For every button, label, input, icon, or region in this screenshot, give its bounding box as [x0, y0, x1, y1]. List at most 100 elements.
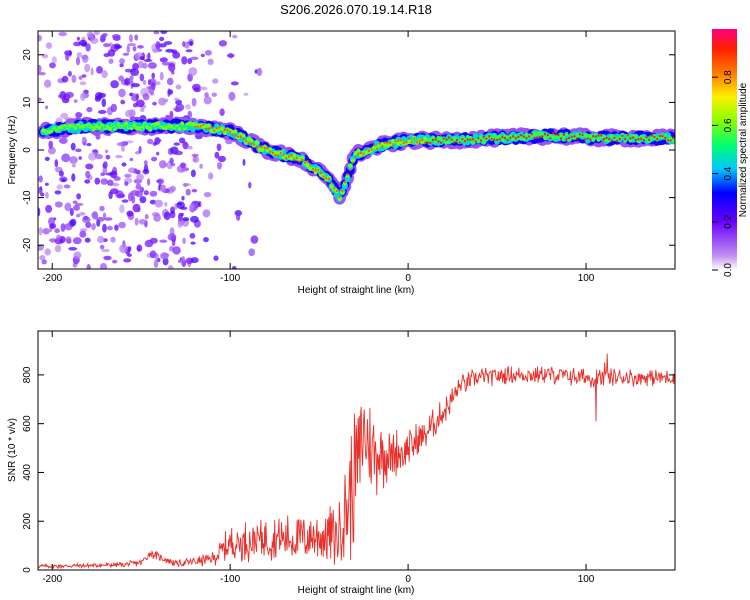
noise-blob: [63, 184, 71, 189]
ridge-cell: [146, 123, 149, 126]
ridge-cell: [576, 137, 579, 140]
ridge-cell: [420, 140, 425, 145]
noise-blob: [203, 237, 209, 243]
noise-blob: [121, 162, 127, 167]
noise-blob: [154, 199, 163, 208]
ridge-cell: [370, 148, 373, 151]
noise-blob: [75, 148, 82, 153]
noise-blob: [185, 188, 191, 196]
noise-blob: [174, 150, 184, 156]
ridge-cell: [311, 168, 314, 171]
noise-blob: [119, 244, 128, 254]
ridge-cell: [496, 138, 499, 142]
bottom-y-tick-label: 200: [22, 512, 33, 529]
ridge-cell: [511, 135, 515, 138]
noise-blob: [189, 203, 195, 210]
noise-blob: [124, 181, 129, 186]
noise-blob: [78, 39, 88, 46]
noise-blob: [212, 78, 219, 84]
noise-blob: [163, 211, 171, 221]
ridge-cell: [47, 128, 50, 131]
noise-blob: [172, 246, 181, 255]
ridge-cell: [669, 139, 672, 142]
ridge-cell: [536, 136, 539, 139]
noise-blob: [164, 41, 173, 45]
ridge-cell: [455, 138, 459, 142]
ridge-cell: [581, 133, 584, 137]
noise-blob: [88, 152, 97, 161]
ridge-cell: [42, 127, 45, 130]
ridge-cell: [223, 128, 226, 132]
ridge-cell: [130, 125, 133, 129]
ridge-cell: [637, 138, 640, 141]
noise-blob: [138, 218, 147, 225]
snr-series-line: [38, 353, 675, 570]
noise-blob: [81, 74, 87, 78]
noise-blob: [181, 56, 188, 65]
ridge-cell: [378, 142, 381, 145]
ridge-cell: [213, 129, 216, 132]
noise-blob: [50, 238, 55, 244]
ridge-cell: [391, 144, 395, 147]
noise-blob: [54, 201, 63, 208]
noise-blob: [102, 163, 106, 168]
ridge-cell: [477, 137, 480, 140]
ridge-cell: [261, 145, 264, 148]
ridge-cell: [58, 129, 61, 132]
ridge-cell: [442, 137, 445, 140]
ridge-cell: [117, 126, 120, 130]
ridge-cell: [215, 127, 218, 130]
ridge-cell: [591, 137, 596, 142]
bottom-y-axis-label: SNR (10 * v/v): [7, 418, 18, 482]
ridge-cell: [415, 141, 419, 144]
ridge-cell: [92, 126, 96, 132]
ridge-cell: [418, 139, 421, 142]
noise-blob: [79, 81, 87, 86]
ridge-cell: [292, 152, 297, 158]
ridge-cell: [231, 133, 234, 136]
noise-blob: [142, 93, 150, 101]
ridge-cell: [306, 160, 309, 163]
ridge-cell: [525, 137, 528, 140]
ridge-cell: [628, 138, 633, 143]
ridge-cell: [337, 196, 342, 202]
ridge-cell: [497, 134, 502, 139]
noise-blob: [96, 216, 105, 222]
ridge-cell: [671, 138, 675, 143]
ridge-cell: [207, 127, 210, 130]
ridge-cell: [245, 140, 248, 143]
ridge-cell: [597, 134, 600, 137]
noise-blob: [138, 145, 142, 154]
top-y-tick-label: 10: [22, 96, 33, 108]
noise-blob: [228, 91, 236, 101]
ridge-cell: [229, 130, 232, 133]
noise-blob: [118, 88, 126, 98]
noise-blob: [76, 52, 82, 58]
noise-blob: [71, 173, 76, 182]
noise-blob: [143, 160, 148, 166]
ridge-cell: [234, 134, 237, 137]
ridge-cell: [474, 140, 477, 143]
ridge-cell: [44, 131, 48, 134]
ridge-cell: [191, 125, 194, 129]
ridge-cell: [295, 157, 298, 160]
ridge-cell: [175, 126, 178, 130]
noise-blob: [76, 36, 80, 41]
noise-blob: [97, 110, 107, 114]
noise-blob: [129, 157, 134, 162]
ridge-cell: [544, 132, 547, 136]
ridge-cell: [596, 137, 601, 142]
ridge-cell: [578, 133, 581, 136]
noise-blob: [225, 139, 233, 145]
ridge-cell: [421, 138, 424, 142]
noise-blob: [190, 215, 199, 223]
noise-blob: [73, 251, 82, 259]
noise-blob: [203, 96, 212, 105]
noise-blob: [193, 87, 201, 93]
ridge-cell: [289, 156, 294, 161]
ridge-cell: [180, 121, 185, 126]
ridge-cell: [658, 134, 662, 138]
ridge-cell: [132, 122, 137, 128]
noise-blob: [49, 62, 56, 69]
noise-blob: [106, 225, 113, 231]
